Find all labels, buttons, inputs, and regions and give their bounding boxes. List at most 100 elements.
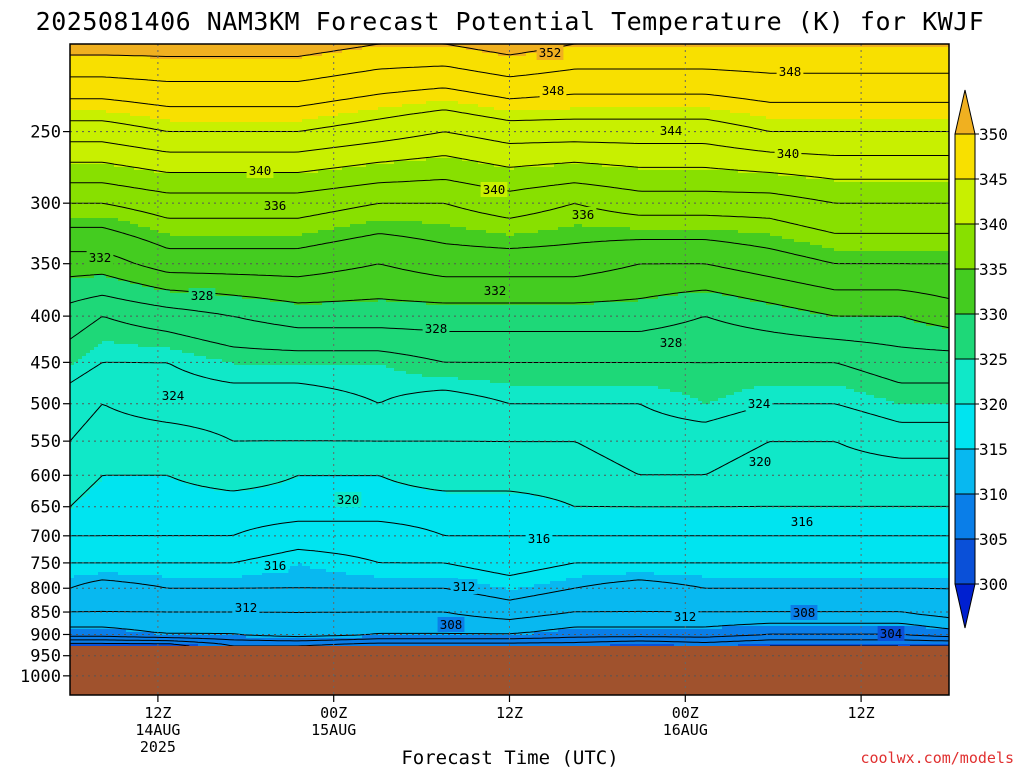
field-cell	[70, 545, 949, 549]
field-cell	[214, 488, 255, 492]
field-cell	[70, 455, 949, 459]
field-cell	[194, 353, 949, 357]
field-cell	[262, 572, 347, 576]
field-cell	[94, 485, 199, 489]
field-cell	[70, 320, 915, 324]
contour-label-bg	[481, 283, 509, 298]
field-cell	[70, 362, 75, 366]
contour-label: 316	[791, 514, 814, 529]
field-cell	[70, 176, 807, 180]
contour-label: 312	[235, 600, 258, 615]
field-cell	[426, 488, 949, 492]
field-cell	[70, 209, 949, 213]
field-cell	[318, 230, 487, 234]
field-cell	[678, 293, 723, 297]
field-cell	[450, 224, 575, 228]
field-cell	[118, 218, 949, 222]
field-cell	[138, 344, 949, 348]
field-cell	[70, 326, 943, 330]
field-cell	[170, 476, 299, 480]
contour-label: 328	[660, 335, 683, 350]
field-cell	[70, 104, 403, 108]
field-cell	[70, 227, 151, 231]
field-cell	[74, 506, 575, 510]
field-cell	[198, 485, 271, 489]
field-cell	[70, 467, 949, 471]
field-cell	[70, 281, 131, 285]
field-cell	[94, 275, 107, 279]
field-cell	[70, 593, 949, 597]
field-cell	[566, 503, 949, 507]
field-cell	[70, 65, 949, 69]
field-cell	[390, 479, 949, 483]
field-cell	[70, 569, 279, 573]
field-cell	[90, 491, 447, 495]
field-cell	[70, 305, 783, 309]
field-cell	[70, 215, 949, 219]
field-cell	[722, 293, 949, 297]
field-cell	[102, 341, 115, 345]
field-cell	[154, 632, 535, 636]
field-cell	[86, 494, 535, 498]
field-cell	[70, 308, 799, 312]
field-cell	[70, 476, 103, 480]
field-cell	[602, 164, 949, 168]
field-cell	[70, 587, 507, 591]
field-cell	[310, 566, 949, 570]
field-cell	[582, 575, 703, 579]
field-cell	[70, 374, 423, 378]
field-cell	[550, 581, 949, 585]
field-cell	[510, 167, 515, 171]
contour-label-bg	[334, 492, 362, 507]
field-cell	[70, 59, 949, 63]
y-tick-label: 700	[30, 527, 61, 547]
field-cell	[318, 116, 767, 120]
field-cell	[366, 221, 423, 225]
field-cell	[582, 224, 949, 228]
field-cell	[302, 56, 949, 60]
contour-label-bg	[671, 609, 699, 624]
field-cell	[738, 296, 949, 300]
field-cell	[70, 626, 723, 630]
field-cell	[322, 302, 427, 306]
field-cell	[142, 284, 949, 288]
field-cell	[906, 317, 949, 321]
field-cell	[394, 161, 479, 165]
field-cell	[70, 185, 949, 189]
field-cell	[70, 161, 395, 165]
field-cell	[126, 629, 559, 633]
field-cell	[318, 170, 739, 174]
field-cell	[70, 383, 511, 387]
field-cell	[70, 230, 159, 234]
field-cell	[70, 539, 949, 543]
contour-label-bg	[657, 335, 685, 350]
field-cell	[70, 290, 171, 294]
field-cell	[566, 578, 949, 582]
contour-label: 340	[249, 163, 272, 178]
y-tick-label: 1000	[20, 667, 61, 687]
field-cell	[70, 644, 199, 648]
field-cell	[478, 104, 949, 108]
field-cell	[426, 158, 463, 162]
y-tick-label: 800	[30, 579, 61, 599]
field-cell	[422, 221, 949, 225]
field-cell	[70, 575, 75, 579]
field-cell	[514, 233, 771, 237]
contour-label: 332	[484, 283, 507, 298]
field-cell	[70, 263, 949, 267]
field-cell	[70, 125, 949, 129]
y-tick-label: 500	[30, 395, 61, 415]
field-cell	[810, 242, 949, 246]
field-cell	[394, 368, 949, 372]
field-cell	[630, 227, 949, 231]
contour-label-bg	[86, 250, 114, 265]
field-cell	[834, 248, 949, 252]
contour-label-bg	[246, 163, 274, 178]
field-cell	[290, 566, 311, 570]
credit-link[interactable]: coolwx.com/models	[860, 749, 1014, 767]
field-cell	[70, 578, 459, 582]
field-cell	[70, 437, 949, 441]
field-cell	[562, 47, 949, 51]
field-cell	[70, 242, 811, 246]
